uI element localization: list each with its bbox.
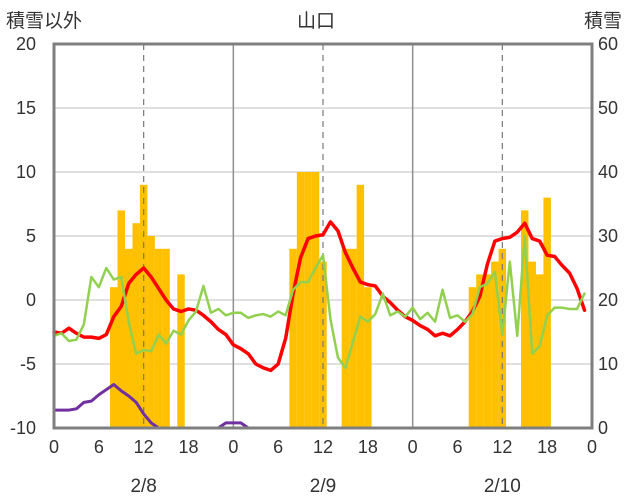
x-tick-label: 18 xyxy=(358,437,378,457)
snow-bar xyxy=(543,197,551,428)
snow-bar xyxy=(132,223,140,428)
x-tick-label: 6 xyxy=(452,437,462,457)
x-tick-label: 0 xyxy=(49,437,59,457)
date-label: 2/8 xyxy=(130,476,156,497)
snow-bar xyxy=(147,236,155,428)
left-tick-label: -5 xyxy=(20,354,36,374)
snow-bar xyxy=(468,287,477,428)
snow-bar xyxy=(356,184,365,428)
left-tick-label: 10 xyxy=(16,162,36,182)
date-label: 2/9 xyxy=(310,476,336,497)
series-line-1 xyxy=(52,220,587,373)
right-tick-label: 40 xyxy=(598,162,618,182)
chart-title: 山口 xyxy=(297,10,336,32)
snow-bar xyxy=(521,210,529,428)
snow-bar xyxy=(124,248,133,428)
x-tick-label: 12 xyxy=(134,437,154,457)
left-tick-label: -10 xyxy=(10,418,36,438)
snow-bar xyxy=(289,248,297,428)
snow-bar xyxy=(304,172,312,428)
x-tick-label: 12 xyxy=(492,437,512,457)
snow-bar xyxy=(296,172,305,428)
snow-bar xyxy=(177,274,185,428)
x-tick-label: 0 xyxy=(587,437,597,457)
snow-bar xyxy=(110,287,118,428)
x-tick-label: 0 xyxy=(228,437,238,457)
left-tick-label: 5 xyxy=(26,226,36,246)
x-tick-label: 0 xyxy=(408,437,418,457)
x-tick-label: 18 xyxy=(537,437,557,457)
snow-bar xyxy=(491,261,499,428)
snow-bar xyxy=(364,287,372,428)
snow-bar xyxy=(311,172,320,428)
left-tick-label: 0 xyxy=(26,290,36,310)
x-tick-label: 18 xyxy=(178,437,198,457)
snow-bar xyxy=(476,274,484,428)
series-line-2 xyxy=(52,234,586,370)
right-tick-label: 30 xyxy=(598,226,618,246)
x-tick-label: 6 xyxy=(273,437,283,457)
left-tick-label: 20 xyxy=(16,34,36,54)
right-axis-label: 積雪 xyxy=(584,10,623,32)
left-axis-label: 積雪以外 xyxy=(6,10,83,32)
x-tick-label: 6 xyxy=(94,437,104,457)
snow-bar xyxy=(154,248,163,428)
right-tick-label: 10 xyxy=(598,354,618,374)
snow-bar xyxy=(162,248,170,428)
snow-bar xyxy=(498,248,507,428)
snow-bar xyxy=(483,274,492,428)
snow-bar xyxy=(117,210,125,428)
right-tick-label: 20 xyxy=(598,290,618,310)
right-tick-label: 50 xyxy=(598,98,618,118)
x-tick-label: 12 xyxy=(313,437,333,457)
right-tick-label: 0 xyxy=(598,418,608,438)
date-label: 2/10 xyxy=(484,476,521,497)
snow-bar xyxy=(535,274,544,428)
left-tick-label: 15 xyxy=(16,98,36,118)
snow-bar xyxy=(341,248,350,428)
right-tick-label: 60 xyxy=(598,34,618,54)
plot-frame xyxy=(52,42,594,430)
snow-bar xyxy=(139,184,148,428)
